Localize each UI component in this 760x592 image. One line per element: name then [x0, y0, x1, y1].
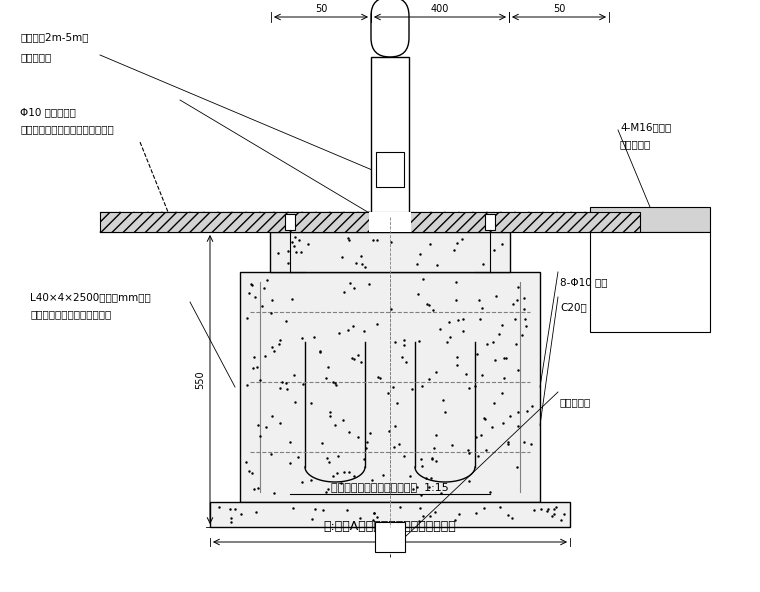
Text: 高杆灯（2m-5m）: 高杆灯（2m-5m） — [20, 32, 88, 42]
Bar — [376, 152, 404, 187]
Text: 见地面做法: 见地面做法 — [620, 139, 651, 149]
Bar — [485, 214, 495, 230]
Bar — [270, 232, 510, 272]
Text: 550: 550 — [195, 370, 205, 389]
Bar — [590, 232, 710, 332]
Text: 400: 400 — [431, 4, 449, 14]
Text: C20砼: C20砼 — [560, 302, 587, 312]
Text: 庭园灯基础大样图（绿地内）  1:15: 庭园灯基础大样图（绿地内） 1:15 — [331, 482, 449, 492]
Bar — [240, 272, 540, 502]
Text: 使灯杆金属部分与接地极可靠焊接: 使灯杆金属部分与接地极可靠焊接 — [20, 124, 114, 134]
Bar — [590, 207, 710, 232]
Text: 接地极，每一回路须设置一外: 接地极，每一回路须设置一外 — [30, 309, 111, 319]
Text: 50: 50 — [315, 4, 328, 14]
Text: 8-Φ10 箍筋: 8-Φ10 箍筋 — [560, 277, 607, 287]
Text: 预埋电缆管: 预埋电缆管 — [560, 397, 591, 407]
Bar — [371, 57, 409, 217]
Text: Φ10 热镀锌圆钢: Φ10 热镀锌圆钢 — [20, 107, 76, 117]
Text: 50: 50 — [553, 4, 565, 14]
Text: L40×4×2500（长）mm角钢: L40×4×2500（长）mm角钢 — [30, 292, 150, 302]
Bar — [210, 502, 570, 527]
Bar — [375, 522, 405, 552]
Text: 4-M16不锈钢: 4-M16不锈钢 — [620, 122, 671, 132]
FancyBboxPatch shape — [371, 0, 409, 57]
Text: 500: 500 — [381, 545, 399, 555]
Bar — [369, 212, 411, 232]
Bar — [285, 214, 295, 230]
Text: 注:图中A尺寸根据实际购买的灯具确定: 注:图中A尺寸根据实际购买的灯具确定 — [324, 520, 456, 533]
Bar — [100, 212, 640, 232]
Text: 灯具检修口: 灯具检修口 — [20, 52, 51, 62]
